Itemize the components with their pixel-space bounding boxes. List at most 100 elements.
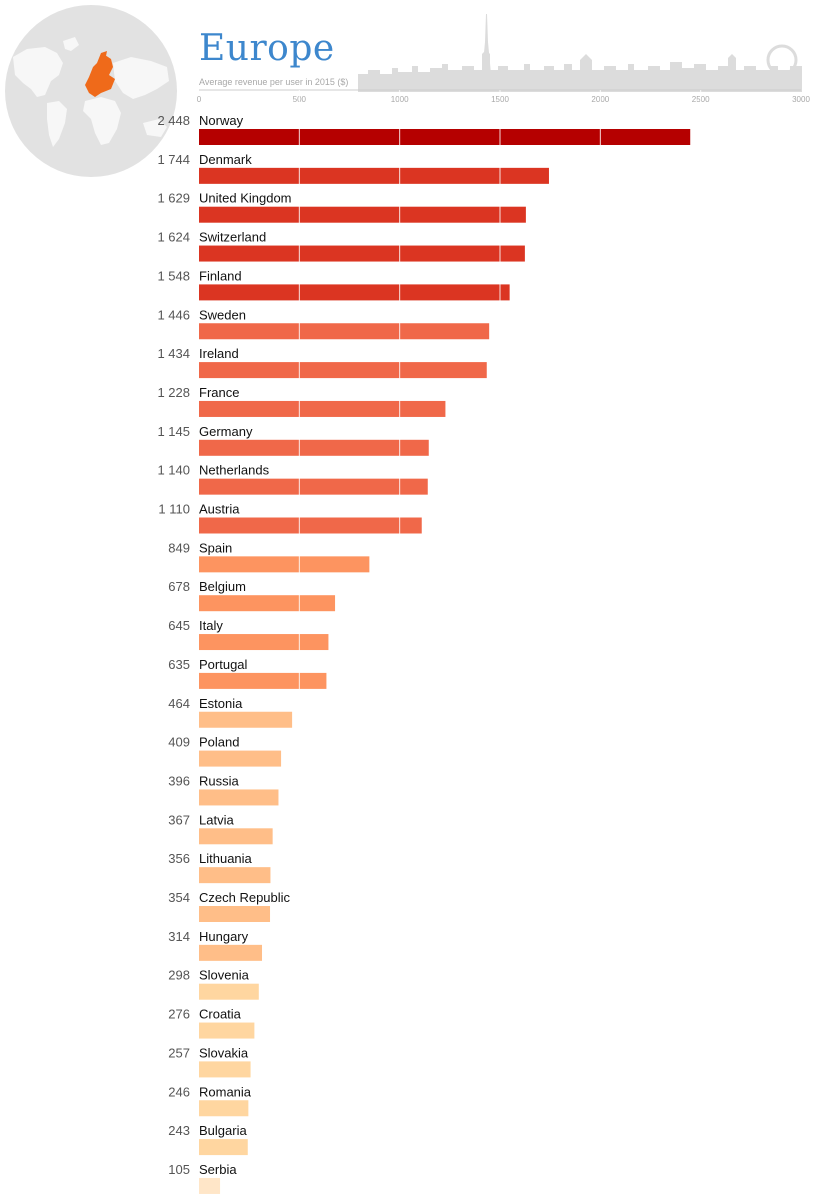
value-label: 276 xyxy=(168,1007,190,1022)
bar xyxy=(199,595,336,612)
category-label: Estonia xyxy=(199,696,243,711)
value-label: 105 xyxy=(168,1162,190,1177)
category-label: Ireland xyxy=(199,346,239,361)
category-label: Netherlands xyxy=(199,463,270,478)
australia-shape xyxy=(143,119,167,137)
value-label: 409 xyxy=(168,735,190,750)
bar xyxy=(199,129,691,145)
bar xyxy=(199,517,422,534)
category-label: Belgium xyxy=(199,579,246,594)
bar xyxy=(199,439,429,456)
category-label: Sweden xyxy=(199,307,246,322)
category-label: Lithuania xyxy=(199,851,253,866)
category-label: United Kingdom xyxy=(199,191,292,206)
category-label: Italy xyxy=(199,618,223,633)
value-label: 1 629 xyxy=(157,191,190,206)
category-label: Spain xyxy=(199,540,232,555)
value-label: 1 228 xyxy=(157,385,190,400)
value-label: 1 548 xyxy=(157,268,190,283)
value-label: 1 110 xyxy=(158,502,190,517)
africa-shape xyxy=(83,97,121,145)
bar xyxy=(199,906,271,922)
value-label: 678 xyxy=(168,579,190,594)
value-label: 1 744 xyxy=(157,152,190,167)
value-label: 2 448 xyxy=(157,113,190,128)
bar-rows: Norway 2 448 Denmark 1 744 United Kingdom 1 6… xyxy=(157,113,691,1194)
category-label: Slovakia xyxy=(199,1045,249,1060)
category-label: Hungary xyxy=(199,929,249,944)
south-america-shape xyxy=(47,101,67,147)
value-label: 314 xyxy=(168,929,190,944)
category-label: Portugal xyxy=(199,657,248,672)
x-tick-label: 0 xyxy=(197,95,202,104)
value-label: 257 xyxy=(168,1045,190,1060)
value-label: 367 xyxy=(168,812,190,827)
value-label: 1 140 xyxy=(157,463,190,478)
bar xyxy=(199,245,525,262)
x-tick-label: 3000 xyxy=(792,95,810,104)
category-label: Serbia xyxy=(199,1162,237,1177)
value-label: 1 446 xyxy=(157,307,190,322)
bar xyxy=(199,206,526,223)
category-label: Norway xyxy=(199,113,244,128)
x-axis-ticks: 0 500 1000 1500 2000 2500 3000 xyxy=(197,89,810,104)
europe-highlight-shape xyxy=(85,55,115,97)
category-label: Austria xyxy=(199,502,240,517)
bar xyxy=(199,284,510,301)
bar xyxy=(199,750,282,767)
category-label: Romania xyxy=(199,1084,252,1099)
category-label: Switzerland xyxy=(199,230,266,245)
bar xyxy=(199,478,428,495)
value-label: 1 624 xyxy=(157,230,190,245)
eiffel-tower xyxy=(482,14,491,74)
category-label: France xyxy=(199,385,239,400)
bar xyxy=(199,944,263,961)
category-label: Slovenia xyxy=(199,968,250,983)
bar xyxy=(199,400,446,417)
north-america-shape xyxy=(13,47,63,97)
chart-subtitle: Average revenue per user in 2015 ($) xyxy=(199,77,349,87)
bar xyxy=(199,1139,248,1156)
bar xyxy=(199,323,490,340)
skyline-base xyxy=(358,74,802,92)
skyline-illustration xyxy=(358,14,802,92)
category-label: Bulgaria xyxy=(199,1123,247,1138)
bar xyxy=(199,1100,249,1117)
bar xyxy=(199,672,327,689)
category-label: Poland xyxy=(199,735,239,750)
world-map-europe-icon xyxy=(5,5,177,177)
value-label: 635 xyxy=(168,657,190,672)
value-label: 354 xyxy=(168,890,190,905)
value-label: 1 145 xyxy=(157,424,190,439)
category-label: Czech Republic xyxy=(199,890,291,905)
category-label: Russia xyxy=(199,773,240,788)
bar xyxy=(199,556,370,573)
asia-shape xyxy=(113,57,169,99)
scandinavia-highlight-shape xyxy=(97,51,107,63)
bar xyxy=(199,1177,221,1194)
bar xyxy=(199,983,259,1000)
bar xyxy=(199,711,293,728)
category-label: Germany xyxy=(199,424,253,439)
london-eye xyxy=(766,44,798,76)
category-label: Finland xyxy=(199,268,242,283)
value-label: 849 xyxy=(168,540,190,555)
bar xyxy=(199,867,271,884)
bar xyxy=(199,362,487,379)
value-label: 396 xyxy=(168,773,190,788)
value-label: 464 xyxy=(168,696,190,711)
category-label: Croatia xyxy=(199,1007,242,1022)
value-label: 356 xyxy=(168,851,190,866)
value-label: 246 xyxy=(168,1084,190,1099)
bar xyxy=(199,634,329,651)
gridlines xyxy=(298,90,702,1194)
value-label: 645 xyxy=(168,618,190,633)
category-label: Latvia xyxy=(199,812,234,827)
greenland-shape xyxy=(63,37,79,51)
bar xyxy=(199,167,549,184)
bar xyxy=(199,1061,251,1078)
value-label: 298 xyxy=(168,968,190,983)
value-label: 243 xyxy=(168,1123,190,1138)
bar xyxy=(199,828,273,845)
